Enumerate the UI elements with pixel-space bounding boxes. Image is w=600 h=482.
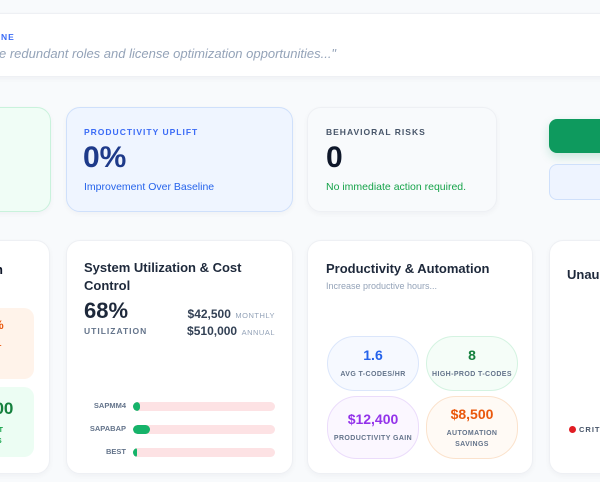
utilization-label: UTILIZATION bbox=[84, 326, 148, 336]
kpi-value: 0% bbox=[83, 141, 127, 174]
stat-pill-avg-tcodes: 1.6 AVG T-CODES/HR bbox=[327, 336, 419, 391]
orange-stat-box: % NT bbox=[0, 308, 34, 379]
insight-banner: NE e redundant roles and license optimiz… bbox=[0, 13, 600, 77]
kpi-label: PRODUCTIVITY UPLIFT bbox=[84, 127, 199, 137]
card-title: on bbox=[0, 262, 3, 277]
stat-label: ST bbox=[0, 427, 4, 434]
card-subtitle: Increase productive hours... bbox=[326, 281, 438, 291]
stat-value: 000 bbox=[0, 399, 14, 418]
kpi-sub: Improvement Over Baseline bbox=[84, 181, 215, 193]
stat-label: S bbox=[0, 438, 3, 445]
kpi-productivity-uplift: PRODUCTIVITY UPLIFT 0% Improvement Over … bbox=[66, 107, 293, 212]
monthly-value: $42,500 bbox=[187, 307, 231, 321]
stat-label: PRODUCTIVITY GAIN bbox=[333, 435, 413, 442]
usage-bar-fill bbox=[133, 425, 151, 434]
banner-quote: e redundant roles and license optimizati… bbox=[0, 46, 337, 61]
kpi-card-partial bbox=[0, 107, 51, 212]
license-card-partial: on % NT 000 ST S bbox=[0, 240, 50, 474]
stat-value: $8,500 bbox=[450, 405, 494, 422]
stat-label: AVG T-CODES/HR bbox=[340, 371, 406, 378]
kpi-label: BEHAVIORAL RISKS bbox=[326, 127, 426, 137]
banner-label: NE bbox=[1, 32, 15, 42]
annual-value: $510,000 bbox=[187, 324, 238, 338]
stat-pill-automation-savings: $8,500 AUTOMATION SAVINGS bbox=[426, 396, 518, 459]
card-title: Unau bbox=[567, 267, 600, 282]
bar-label: SAPMM4 bbox=[93, 401, 126, 410]
kpi-sub: No immediate action required. bbox=[326, 181, 467, 193]
usage-bar bbox=[133, 448, 275, 457]
stat-label: NT bbox=[0, 345, 2, 352]
usage-bar-fill bbox=[133, 448, 137, 457]
secondary-action-button[interactable] bbox=[549, 164, 600, 200]
unauthorized-card-partial: Unau CRIT bbox=[549, 240, 600, 474]
stat-value: 8 bbox=[468, 347, 476, 363]
usage-bar bbox=[133, 402, 275, 411]
monthly-cost: $42,500 MONTHLY bbox=[188, 305, 275, 323]
utilization-percent: 68% bbox=[84, 298, 129, 323]
utilization-card bbox=[66, 240, 293, 474]
monthly-label: MONTHLY bbox=[235, 311, 275, 320]
card-title: System Utilization & Cost Control bbox=[84, 260, 242, 293]
kpi-behavioral-risks: BEHAVIORAL RISKS 0 No immediate action r… bbox=[307, 107, 497, 212]
stat-value: 1.6 bbox=[363, 347, 383, 363]
stat-label: HIGH-PROD T-CODES bbox=[432, 371, 512, 378]
usage-bar bbox=[133, 425, 275, 434]
stat-pill-high-prod: 8 HIGH-PROD T-CODES bbox=[426, 336, 518, 391]
card-title: Productivity & Automation bbox=[326, 261, 490, 276]
annual-cost: $510,000 ANNUAL bbox=[187, 322, 275, 340]
primary-action-button[interactable] bbox=[549, 119, 600, 153]
critical-dot-icon bbox=[569, 426, 576, 433]
stat-value: $12,400 bbox=[347, 411, 399, 427]
usage-bar-fill bbox=[133, 402, 141, 411]
green-stat-box: 000 ST S bbox=[0, 387, 34, 457]
kpi-value: 0 bbox=[326, 141, 343, 174]
legend-label: CRIT bbox=[579, 425, 600, 434]
bar-label: SAPABAP bbox=[89, 424, 126, 433]
stat-pill-productivity-gain: $12,400 PRODUCTIVITY GAIN bbox=[327, 396, 419, 459]
productivity-card: Productivity & Automation Increase produ… bbox=[307, 240, 533, 474]
bar-label: BEST bbox=[105, 447, 126, 456]
stat-label: AUTOMATION SAVINGS bbox=[446, 429, 498, 448]
annual-label: ANNUAL bbox=[241, 328, 275, 337]
stat-value: % bbox=[0, 318, 4, 332]
